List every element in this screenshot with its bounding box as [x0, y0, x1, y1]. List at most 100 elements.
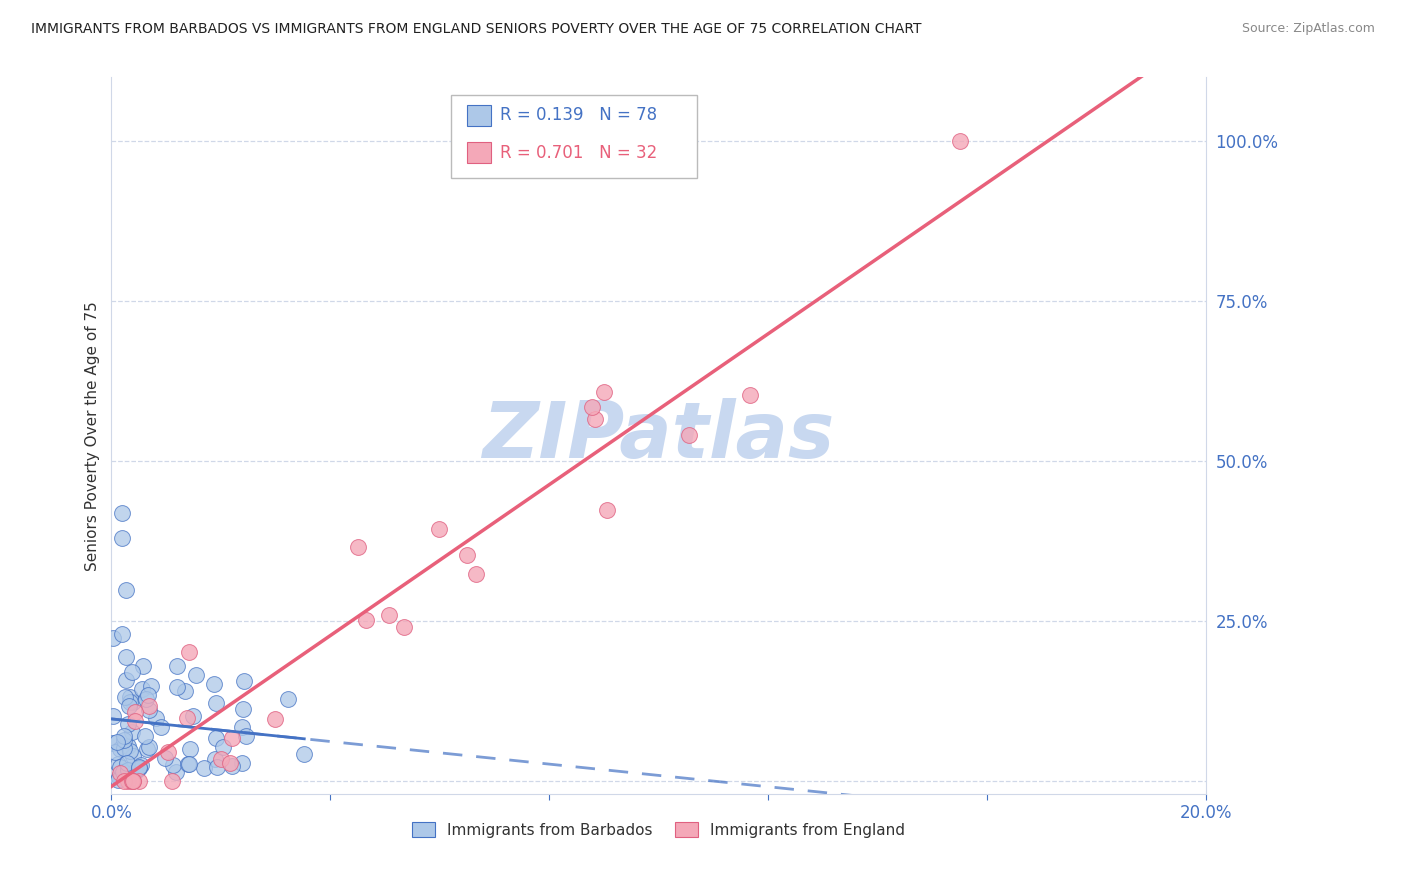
- Point: [205, 731, 228, 745]
- Point: [211, 740, 233, 755]
- Point: [138, 688, 160, 702]
- Point: [112, 740, 135, 755]
- Point: [121, 695, 143, 709]
- Point: [129, 757, 152, 772]
- Point: [394, 620, 416, 634]
- Text: ZIPatlas: ZIPatlas: [482, 398, 835, 474]
- Point: [205, 760, 228, 774]
- Point: [202, 677, 225, 691]
- Point: [117, 739, 139, 753]
- Point: [464, 566, 486, 581]
- Point: [593, 385, 616, 400]
- Point: [131, 682, 153, 697]
- Point: [117, 774, 139, 789]
- Point: [264, 712, 287, 726]
- Point: [209, 752, 232, 766]
- Point: [120, 690, 142, 705]
- Point: [177, 757, 200, 772]
- Point: [162, 757, 184, 772]
- Point: [145, 711, 167, 725]
- Point: [124, 705, 146, 719]
- Point: [121, 724, 143, 739]
- Point: [221, 759, 243, 773]
- Point: [233, 673, 256, 688]
- Point: [183, 709, 205, 723]
- Point: [121, 774, 143, 789]
- Point: [678, 427, 700, 442]
- Point: [150, 720, 173, 734]
- Text: R = 0.139   N = 78: R = 0.139 N = 78: [501, 106, 657, 124]
- Point: [107, 756, 129, 771]
- Point: [110, 760, 132, 774]
- Point: [141, 679, 163, 693]
- Point: [378, 608, 401, 623]
- Point: [193, 761, 215, 775]
- Point: [112, 732, 135, 747]
- Point: [110, 771, 132, 785]
- Text: Source: ZipAtlas.com: Source: ZipAtlas.com: [1241, 22, 1375, 36]
- Point: [138, 703, 160, 717]
- Point: [120, 695, 142, 709]
- Point: [131, 658, 153, 673]
- Point: [111, 627, 134, 641]
- Text: R = 0.701   N = 32: R = 0.701 N = 32: [501, 144, 657, 161]
- Point: [948, 135, 970, 149]
- Point: [125, 763, 148, 777]
- Point: [231, 720, 253, 734]
- Point: [738, 387, 761, 401]
- Point: [176, 711, 198, 725]
- Point: [166, 659, 188, 673]
- Point: [186, 668, 208, 682]
- Point: [153, 751, 176, 765]
- Point: [166, 681, 188, 695]
- Point: [346, 540, 368, 554]
- Point: [108, 741, 131, 756]
- Point: [121, 665, 143, 679]
- Point: [204, 752, 226, 766]
- Point: [176, 756, 198, 771]
- Point: [218, 756, 240, 770]
- Point: [117, 763, 139, 777]
- Point: [156, 745, 179, 759]
- Point: [277, 691, 299, 706]
- FancyBboxPatch shape: [467, 104, 491, 126]
- Point: [179, 645, 201, 659]
- Point: [108, 765, 131, 780]
- Point: [107, 770, 129, 784]
- Legend: Immigrants from Barbados, Immigrants from England: Immigrants from Barbados, Immigrants fro…: [406, 815, 911, 844]
- Point: [122, 774, 145, 789]
- Point: [117, 717, 139, 731]
- Point: [583, 412, 606, 426]
- Point: [427, 522, 450, 536]
- Point: [135, 742, 157, 756]
- Point: [101, 709, 124, 723]
- Point: [596, 503, 619, 517]
- Point: [221, 731, 243, 746]
- Point: [138, 739, 160, 754]
- Point: [112, 729, 135, 743]
- Point: [124, 714, 146, 728]
- Point: [205, 697, 228, 711]
- Text: IMMIGRANTS FROM BARBADOS VS IMMIGRANTS FROM ENGLAND SENIORS POVERTY OVER THE AGE: IMMIGRANTS FROM BARBADOS VS IMMIGRANTS F…: [31, 22, 921, 37]
- Point: [121, 774, 143, 789]
- Point: [135, 692, 157, 706]
- Point: [118, 698, 141, 713]
- Point: [456, 549, 478, 563]
- Point: [124, 764, 146, 779]
- Point: [111, 531, 134, 545]
- Point: [115, 649, 138, 664]
- Point: [112, 765, 135, 780]
- Point: [111, 506, 134, 520]
- Point: [107, 773, 129, 788]
- Point: [128, 774, 150, 789]
- Point: [115, 756, 138, 770]
- Point: [122, 748, 145, 763]
- Point: [292, 747, 315, 762]
- Point: [179, 741, 201, 756]
- Point: [114, 690, 136, 705]
- Point: [138, 699, 160, 714]
- Point: [115, 583, 138, 598]
- Point: [128, 759, 150, 773]
- Y-axis label: Seniors Poverty Over the Age of 75: Seniors Poverty Over the Age of 75: [86, 301, 100, 571]
- Point: [165, 764, 187, 779]
